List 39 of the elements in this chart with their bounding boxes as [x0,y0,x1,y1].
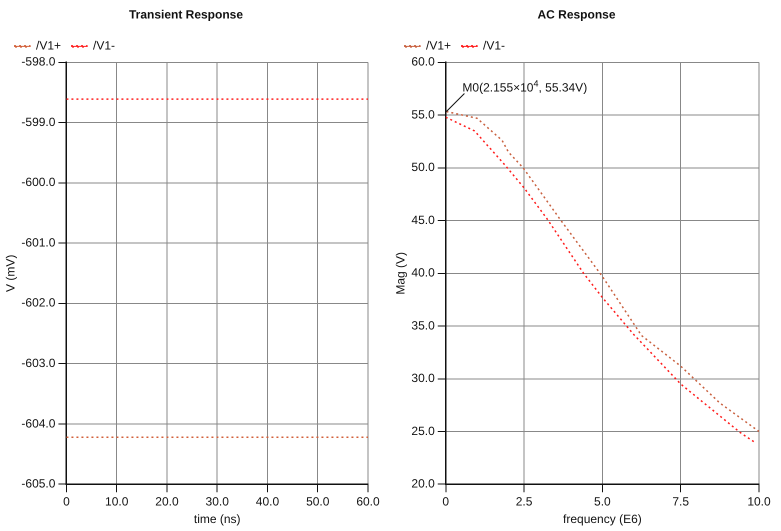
x-tick-label: 50.0 [306,494,330,509]
x-tick-label: 7.5 [672,494,690,509]
y-tick-label: -599.0 [21,114,56,129]
legend-label: /V1+ [426,38,452,53]
y-tick-label: -601.0 [21,235,56,250]
y-tick-label: 30.0 [411,371,436,386]
legend-label: /V1- [93,38,116,53]
x-tick-label: 10.0 [105,494,129,509]
x-axis-title: time (ns) [194,512,241,526]
y-tick-label: 35.0 [411,318,436,332]
y-tick-label: 60.0 [411,54,436,69]
legend-label: /V1+ [36,38,62,53]
chart-title: AC Response [537,8,616,22]
y-axis-title: Mag (V) [394,252,408,295]
y-tick-label: -602.0 [21,296,56,310]
x-axis-title: frequency (E6) [563,512,642,526]
legend-label: /V1- [483,38,506,53]
x-tick-label: 2.5 [516,494,533,509]
y-tick-label: -600.0 [21,175,56,190]
chart-title: Transient Response [128,8,244,22]
y-axis-title: V (mV) [4,254,18,292]
y-tick-label: 20.0 [411,476,436,491]
y-tick-label: -605.0 [21,476,56,491]
x-tick-label: 10.0 [747,494,771,509]
x-tick-label: 0 [63,494,70,509]
y-tick-label: 50.0 [411,160,436,174]
x-tick-label: 20.0 [155,494,179,509]
y-tick-label: -598.0 [21,54,56,69]
y-tick-label: 45.0 [411,212,436,227]
x-tick-label: 30.0 [206,494,230,509]
y-tick-label: 55.0 [411,107,436,122]
y-tick-label: -604.0 [21,416,56,430]
x-tick-label: 60.0 [356,494,380,509]
y-tick-label: 25.0 [411,424,436,438]
x-tick-label: 40.0 [256,494,280,509]
x-tick-label: 0 [442,494,450,509]
y-tick-label: -603.0 [21,356,56,370]
y-tick-label: 40.0 [411,266,436,280]
x-tick-label: 5.0 [594,494,612,509]
